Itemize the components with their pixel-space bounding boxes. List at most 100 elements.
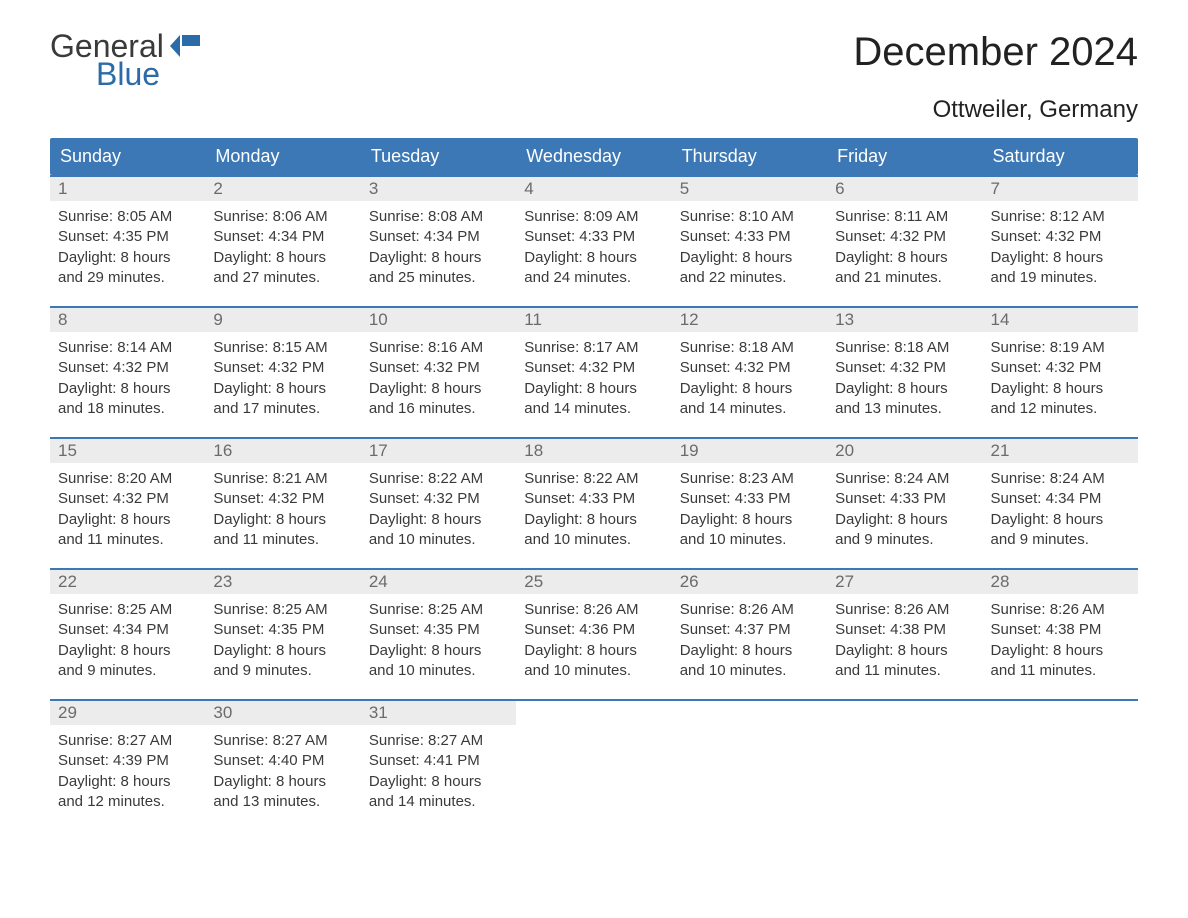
daylight-line: Daylight: 8 hours and 10 minutes. xyxy=(524,510,663,551)
day-cell: 4Sunrise: 8:09 AMSunset: 4:33 PMDaylight… xyxy=(516,177,671,292)
day-number: 27 xyxy=(827,570,982,594)
day-number: 10 xyxy=(361,308,516,332)
daylight-line: Daylight: 8 hours and 29 minutes. xyxy=(58,248,197,289)
day-details: Sunrise: 8:26 AMSunset: 4:36 PMDaylight:… xyxy=(516,594,671,685)
sunrise-line: Sunrise: 8:11 AM xyxy=(835,207,974,227)
day-cell: 22Sunrise: 8:25 AMSunset: 4:34 PMDayligh… xyxy=(50,570,205,685)
week-row: 1Sunrise: 8:05 AMSunset: 4:35 PMDaylight… xyxy=(50,175,1138,292)
sunset-line: Sunset: 4:32 PM xyxy=(58,358,197,378)
day-cell-empty xyxy=(983,701,1138,816)
day-cell: 30Sunrise: 8:27 AMSunset: 4:40 PMDayligh… xyxy=(205,701,360,816)
day-number: 22 xyxy=(50,570,205,594)
weekday-sunday: Sunday xyxy=(50,138,205,175)
daylight-line: Daylight: 8 hours and 19 minutes. xyxy=(991,248,1130,289)
daylight-line: Daylight: 8 hours and 14 minutes. xyxy=(369,772,508,813)
daylight-line: Daylight: 8 hours and 11 minutes. xyxy=(835,641,974,682)
day-number: 16 xyxy=(205,439,360,463)
sunset-line: Sunset: 4:32 PM xyxy=(835,358,974,378)
day-number: 19 xyxy=(672,439,827,463)
weekday-wednesday: Wednesday xyxy=(516,138,671,175)
day-cell: 17Sunrise: 8:22 AMSunset: 4:32 PMDayligh… xyxy=(361,439,516,554)
week-row: 22Sunrise: 8:25 AMSunset: 4:34 PMDayligh… xyxy=(50,568,1138,685)
sunrise-line: Sunrise: 8:26 AM xyxy=(835,600,974,620)
day-number: 3 xyxy=(361,177,516,201)
day-cell-empty xyxy=(827,701,982,816)
day-details: Sunrise: 8:05 AMSunset: 4:35 PMDaylight:… xyxy=(50,201,205,292)
day-details: Sunrise: 8:11 AMSunset: 4:32 PMDaylight:… xyxy=(827,201,982,292)
sunset-line: Sunset: 4:32 PM xyxy=(680,358,819,378)
day-details: Sunrise: 8:24 AMSunset: 4:33 PMDaylight:… xyxy=(827,463,982,554)
sunrise-line: Sunrise: 8:22 AM xyxy=(369,469,508,489)
day-details: Sunrise: 8:23 AMSunset: 4:33 PMDaylight:… xyxy=(672,463,827,554)
sunset-line: Sunset: 4:33 PM xyxy=(524,227,663,247)
sunset-line: Sunset: 4:38 PM xyxy=(991,620,1130,640)
daylight-line: Daylight: 8 hours and 10 minutes. xyxy=(680,510,819,551)
day-number: 12 xyxy=(672,308,827,332)
day-cell: 27 Sunrise: 8:26 AMSunset: 4:38 PMDayligh… xyxy=(827,570,982,685)
sunrise-line: Sunrise: 8:25 AM xyxy=(58,600,197,620)
day-details: Sunrise: 8:25 AMSunset: 4:35 PMDaylight:… xyxy=(361,594,516,685)
sunrise-line: Sunrise: 8:21 AM xyxy=(213,469,352,489)
day-number: 6 xyxy=(827,177,982,201)
day-cell: 23Sunrise: 8:25 AMSunset: 4:35 PMDayligh… xyxy=(205,570,360,685)
day-number: 26 xyxy=(672,570,827,594)
day-details: Sunrise: 8:25 AMSunset: 4:35 PMDaylight:… xyxy=(205,594,360,685)
daylight-line: Daylight: 8 hours and 17 minutes. xyxy=(213,379,352,420)
sunset-line: Sunset: 4:36 PM xyxy=(524,620,663,640)
day-cell: 16 Sunrise: 8:21 AMSunset: 4:32 PMDayligh… xyxy=(205,439,360,554)
sunrise-line: Sunrise: 8:06 AM xyxy=(213,207,352,227)
brand-logo: General Blue xyxy=(50,30,204,90)
day-details: Sunrise: 8:08 AMSunset: 4:34 PMDaylight:… xyxy=(361,201,516,292)
weekday-friday: Friday xyxy=(827,138,982,175)
sunrise-line: Sunrise: 8:16 AM xyxy=(369,338,508,358)
sunset-line: Sunset: 4:32 PM xyxy=(369,358,508,378)
daylight-line: Daylight: 8 hours and 11 minutes. xyxy=(213,510,352,551)
day-cell: 29Sunrise: 8:27 AMSunset: 4:39 PMDayligh… xyxy=(50,701,205,816)
day-details: Sunrise: 8:19 AMSunset: 4:32 PMDaylight:… xyxy=(983,332,1138,423)
day-cell: 10Sunrise: 8:16 AMSunset: 4:32 PMDayligh… xyxy=(361,308,516,423)
sunset-line: Sunset: 4:39 PM xyxy=(58,751,197,771)
sunset-line: Sunset: 4:34 PM xyxy=(369,227,508,247)
day-number: 31 xyxy=(361,701,516,725)
day-details: Sunrise: 8:27 AMSunset: 4:41 PMDaylight:… xyxy=(361,725,516,816)
location-label: Ottweiler, Germany xyxy=(50,96,1138,124)
weekday-saturday: Saturday xyxy=(983,138,1138,175)
day-number: 8 xyxy=(50,308,205,332)
day-details: Sunrise: 8:06 AMSunset: 4:34 PMDaylight:… xyxy=(205,201,360,292)
sunrise-line: Sunrise: 8:19 AM xyxy=(991,338,1130,358)
day-cell: 1Sunrise: 8:05 AMSunset: 4:35 PMDaylight… xyxy=(50,177,205,292)
sunrise-line: Sunrise: 8:27 AM xyxy=(213,731,352,751)
day-details: Sunrise: 8:17 AMSunset: 4:32 PMDaylight:… xyxy=(516,332,671,423)
day-cell: 8Sunrise: 8:14 AMSunset: 4:32 PMDaylight… xyxy=(50,308,205,423)
sunset-line: Sunset: 4:34 PM xyxy=(991,489,1130,509)
sunrise-line: Sunrise: 8:23 AM xyxy=(680,469,819,489)
day-number: 30 xyxy=(205,701,360,725)
sunrise-line: Sunrise: 8:26 AM xyxy=(991,600,1130,620)
week-row: 8Sunrise: 8:14 AMSunset: 4:32 PMDaylight… xyxy=(50,306,1138,423)
day-details: Sunrise: 8:22 AMSunset: 4:32 PMDaylight:… xyxy=(361,463,516,554)
day-details: Sunrise: 8:15 AMSunset: 4:32 PMDaylight:… xyxy=(205,332,360,423)
day-number: 1 xyxy=(50,177,205,201)
day-cell: 19Sunrise: 8:23 AMSunset: 4:33 PMDayligh… xyxy=(672,439,827,554)
sunset-line: Sunset: 4:37 PM xyxy=(680,620,819,640)
day-number: 11 xyxy=(516,308,671,332)
sunset-line: Sunset: 4:33 PM xyxy=(524,489,663,509)
daylight-line: Daylight: 8 hours and 11 minutes. xyxy=(991,641,1130,682)
sunrise-line: Sunrise: 8:24 AM xyxy=(835,469,974,489)
sunset-line: Sunset: 4:32 PM xyxy=(213,489,352,509)
daylight-line: Daylight: 8 hours and 12 minutes. xyxy=(991,379,1130,420)
day-cell: 6Sunrise: 8:11 AMSunset: 4:32 PMDaylight… xyxy=(827,177,982,292)
day-number: 21 xyxy=(983,439,1138,463)
daylight-line: Daylight: 8 hours and 10 minutes. xyxy=(680,641,819,682)
sunrise-line: Sunrise: 8:05 AM xyxy=(58,207,197,227)
day-number: 9 xyxy=(205,308,360,332)
day-cell: 13Sunrise: 8:18 AMSunset: 4:32 PMDayligh… xyxy=(827,308,982,423)
sunrise-line: Sunrise: 8:25 AM xyxy=(213,600,352,620)
day-cell-empty xyxy=(516,701,671,816)
sunset-line: Sunset: 4:38 PM xyxy=(835,620,974,640)
day-cell: 14Sunrise: 8:19 AMSunset: 4:32 PMDayligh… xyxy=(983,308,1138,423)
sunrise-line: Sunrise: 8:09 AM xyxy=(524,207,663,227)
daylight-line: Daylight: 8 hours and 10 minutes. xyxy=(369,510,508,551)
daylight-line: Daylight: 8 hours and 27 minutes. xyxy=(213,248,352,289)
weekday-monday: Monday xyxy=(205,138,360,175)
